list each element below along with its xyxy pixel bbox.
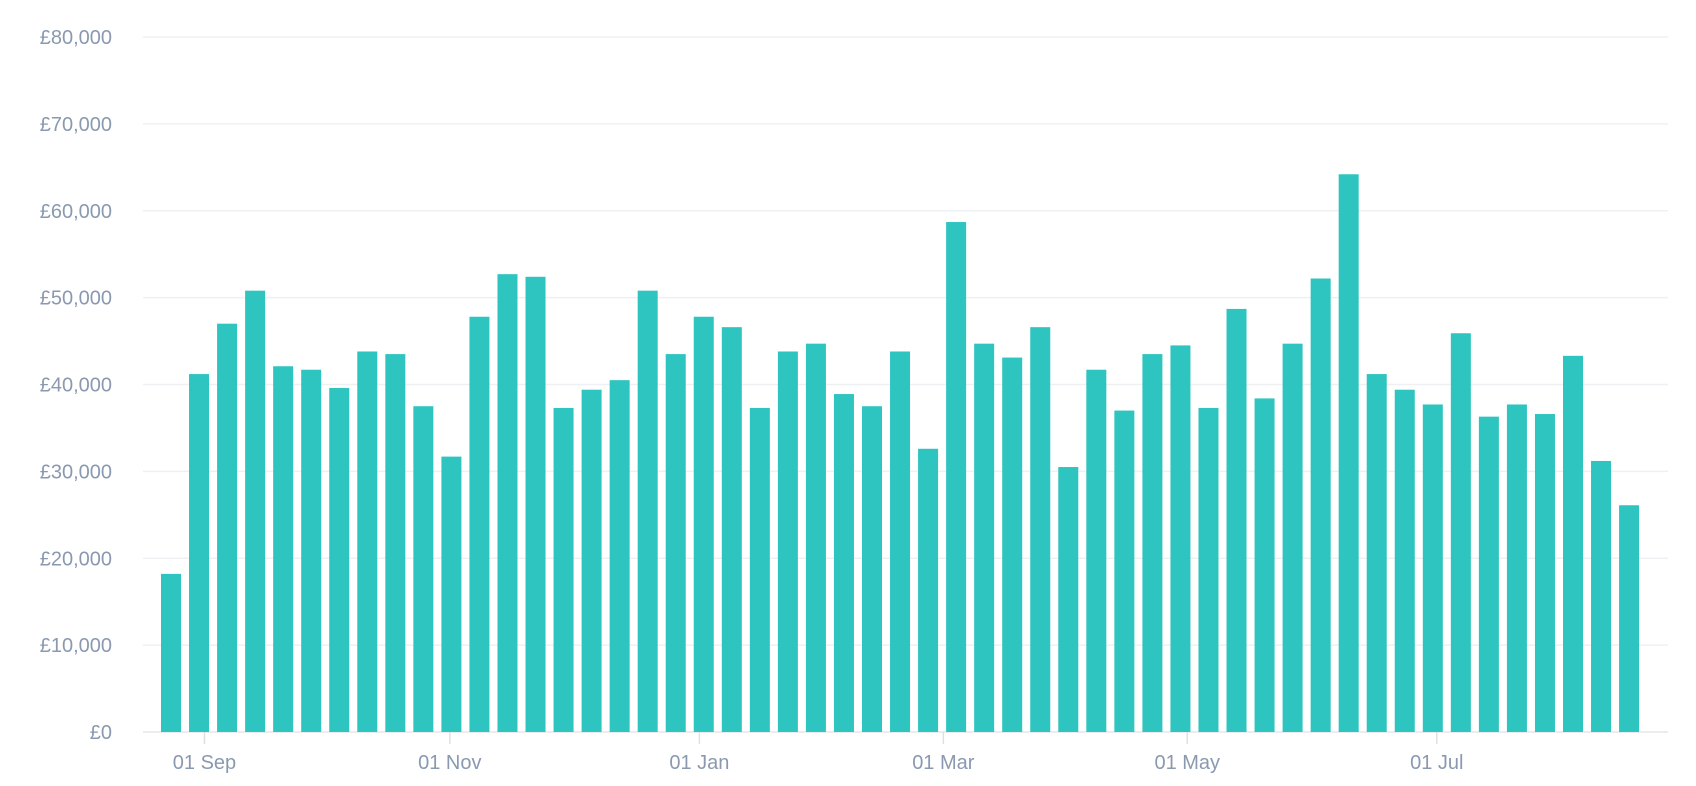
bar (637, 290, 658, 732)
y-tick-label: £50,000 (40, 288, 112, 310)
bar (441, 456, 462, 732)
bar (665, 354, 686, 732)
bar (161, 573, 181, 732)
bar (1506, 404, 1527, 732)
bar (497, 274, 518, 732)
bar (1619, 505, 1640, 732)
bar (357, 351, 378, 732)
bar (1282, 343, 1303, 732)
bar (890, 351, 911, 732)
bar (217, 323, 238, 732)
bar (918, 448, 939, 732)
y-tick-label: £30,000 (40, 461, 112, 483)
bar (1366, 374, 1387, 732)
bar (1114, 410, 1135, 732)
x-tick-label: 01 Jul (1410, 752, 1463, 774)
bar (1198, 407, 1219, 732)
y-tick-label: £0 (90, 722, 112, 744)
bar (721, 327, 742, 732)
bar (553, 407, 574, 732)
x-tick-label: 01 Jan (669, 752, 729, 774)
y-tick-label: £20,000 (40, 548, 112, 570)
bar (693, 316, 714, 732)
bar (1086, 369, 1107, 732)
bar (413, 406, 434, 732)
bar (1170, 345, 1191, 732)
x-tick-label: 01 Sep (173, 752, 236, 774)
y-tick-label: £10,000 (40, 635, 112, 657)
y-tick-label: £40,000 (40, 375, 112, 397)
x-tick-label: 01 Nov (418, 752, 481, 774)
bar (1534, 414, 1555, 732)
x-tick-label: 01 May (1154, 752, 1220, 774)
bar (974, 343, 995, 732)
bar (1394, 389, 1415, 732)
x-axis-labels: 01 Sep 01 Nov 01 Jan 01 Mar 01 May 01 Jul (173, 732, 1464, 774)
bar (1422, 404, 1443, 732)
bar (1226, 308, 1247, 732)
bar (1478, 416, 1499, 732)
y-tick-label: £80,000 (40, 27, 112, 49)
bar (862, 406, 882, 732)
bar (525, 276, 546, 732)
bar (1591, 460, 1612, 732)
bar (1254, 398, 1275, 732)
x-tick-label: 01 Mar (912, 752, 975, 774)
bar (1058, 467, 1079, 732)
bar (1450, 333, 1471, 732)
bar (1310, 278, 1331, 732)
bar (609, 380, 630, 732)
bar (301, 369, 322, 732)
bar (1142, 354, 1163, 732)
bars (161, 174, 1640, 732)
bar (469, 316, 490, 732)
bar (1563, 355, 1583, 732)
bar (385, 354, 406, 732)
bar (329, 387, 350, 732)
y-tick-label: £70,000 (40, 114, 112, 136)
bar (946, 222, 967, 732)
bar (833, 394, 854, 732)
bar (805, 343, 826, 732)
y-tick-label: £60,000 (40, 201, 112, 223)
bar (777, 351, 798, 732)
bar (1030, 327, 1051, 732)
bar (1338, 174, 1359, 732)
bar (189, 374, 210, 732)
bar (749, 407, 770, 732)
bar (273, 366, 294, 732)
bar (1002, 357, 1023, 732)
bar (581, 389, 602, 732)
y-axis-labels: £0 £10,000 £20,000 £30,000 £40,000 £50,000 £60… (40, 27, 112, 744)
bar (245, 290, 266, 732)
